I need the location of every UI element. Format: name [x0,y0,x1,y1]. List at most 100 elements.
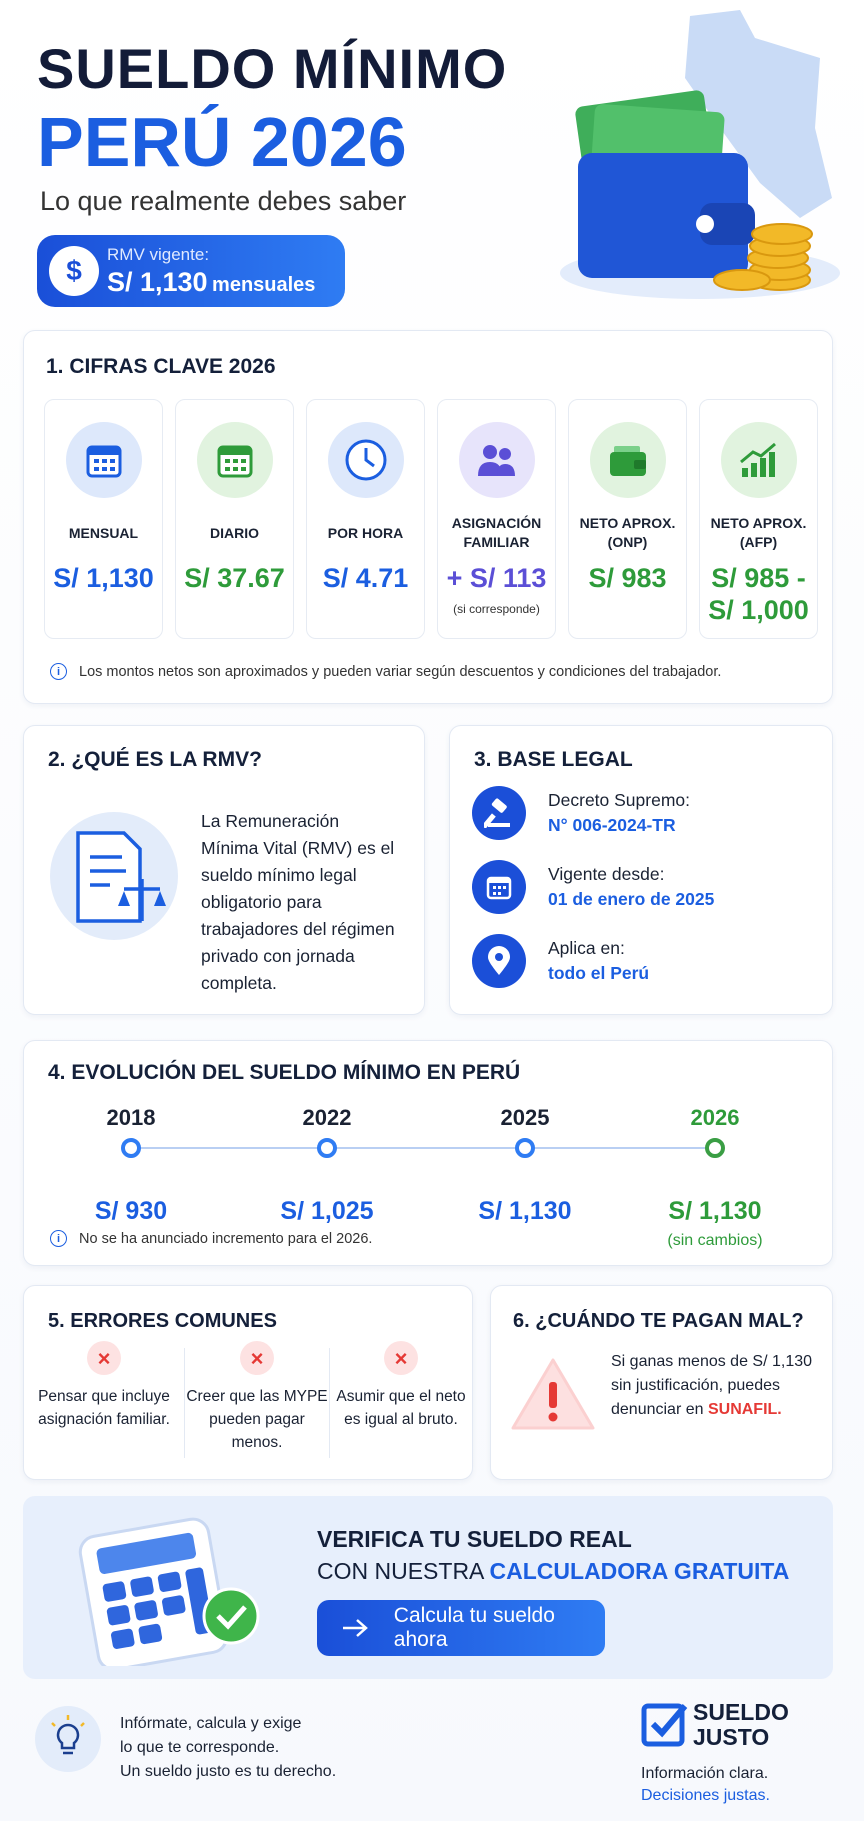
note-text: No se ha anunciado incremento para el 20… [79,1230,373,1247]
line: Información clara. [641,1765,769,1782]
section-title: 3. BASE LEGAL [474,748,633,771]
card-value: S/ 983 [588,563,667,593]
line: Un sueldo justo es tu derecho. [120,1763,337,1780]
line: Decisiones justas. [641,1787,770,1804]
card-label: NETO APROX. (AFP) [710,515,807,550]
year: 2018 [106,1105,156,1130]
rmv-badge: $ RMV vigente: S/ 1,130 mensuales [37,235,345,307]
figure-card: NETO APROX. (AFP) S/ 985 - S/ 1,000 [699,399,818,639]
card-row: MENSUAL S/ 1,130 DIARIO S/ 37.67 POR HORA S… [44,399,818,639]
footer-message: Infórmate, calcula y exige lo que te corr… [120,1712,336,1784]
bad-pay-section: 6. ¿CUÁNDO TE PAGAN MAL? Si ganas menos … [490,1285,833,1480]
calendar-icon [65,422,142,498]
calculate-button[interactable]: Calcula tu sueldo ahora [317,1600,605,1656]
badge-amount: S/ 1,130 mensuales [107,267,315,298]
arrow-icon [343,1619,368,1637]
title-line-1: SUELDO MÍNIMO [37,37,508,100]
card-value: + S/ 113 [446,563,547,593]
legal-text: Decreto Supremo: N° 006-2024-TR [548,788,690,838]
clock-icon [327,422,404,498]
net-note: i Los montos netos son aproximados y pued… [50,663,721,680]
document-icon [50,812,178,940]
x-icon: × [240,1341,274,1375]
what-is-section: 2. ¿QUÉ ES LA RMV? La Remuneración Mínim… [23,725,425,1015]
card-label: NETO APROX. (ONP) [579,515,676,550]
dollar-icon: $ [49,246,99,296]
timeline-point: 2022 S/ 1,025 [237,1105,417,1226]
card-label: ASIGNACIÓN FAMILIAR [451,515,542,550]
figure-card: NETO APROX. (ONP) S/ 983 [568,399,687,639]
legal-item: Aplica en: todo el Perú [472,934,649,988]
legal-value: todo el Perú [548,963,650,983]
legal-value: 01 de enero de 2025 [548,889,715,909]
section-title: 2. ¿QUÉ ES LA RMV? [48,748,262,771]
cta-prefix: CON NUESTRA [317,1558,484,1584]
cta-highlight: CALCULADORA GRATUITA [489,1558,790,1584]
year: 2026 [690,1105,740,1130]
amount-note: (sin cambios) [667,1232,763,1249]
calendar-icon [472,860,526,914]
badge-label: RMV vigente: [107,245,210,264]
badge-unit: mensuales [212,274,316,296]
errors-section: 5. ERRORES COMUNES × Pensar que incluye a… [23,1285,473,1480]
key-figures-section: 1. CIFRAS CLAVE 2026 MENSUAL S/ 1,130 DIA… [23,330,833,704]
cta-subtitle: CON NUESTRA CALCULADORA GRATUITA [317,1558,789,1585]
error-item: × Pensar que incluye asignación familiar. [33,1341,175,1431]
gavel-icon [472,786,526,840]
year: 2025 [500,1105,550,1130]
badge-value: S/ 1,130 [107,267,208,297]
error-item: × Asumir que el neto es igual al bruto. [330,1341,472,1431]
card-value: S/ 37.67 [184,563,285,593]
error-item: × Creer que las MYPE pueden pagar menos. [186,1341,328,1454]
card-note: (si corresponde) [453,602,540,616]
timeline-dots [121,1138,725,1158]
card-value: S/ 985 - S/ 1,000 [708,563,809,625]
rmv-definition: La Remuneración Mínima Vital (RMV) es el… [201,811,395,993]
amount: S/ 1,130 [478,1197,572,1225]
legal-label: Vigente desde: [548,864,665,884]
info-icon: i [50,1230,67,1247]
cta-title: VERIFICA TU SUELDO REAL [317,1526,632,1552]
legal-section: 3. BASE LEGAL Decreto Supremo: N° 006-202… [449,725,833,1015]
sunafil: SUNAFIL. [707,1401,782,1418]
year: 2022 [302,1105,352,1130]
title-line-2: PERÚ 2026 [37,103,407,181]
note-text: Los montos netos son aproximados y puede… [79,663,722,680]
x-icon: × [384,1341,418,1375]
bad-pay-text: Si ganas menos de S/ 1,130 sin justifica… [611,1350,821,1422]
legal-label: Aplica en: [548,938,625,958]
legal-value: N° 006-2024-TR [548,815,676,835]
brand-name: SUELDO JUSTO [693,1700,789,1750]
divider [329,1348,330,1458]
button-label: Calcula tu sueldo ahora [393,1604,555,1651]
calendar-icon [196,422,273,498]
line: lo que te corresponde. [120,1739,280,1756]
brand-check [641,1703,688,1747]
calculator-illustration [78,1517,260,1666]
figure-card: MENSUAL S/ 1,130 [44,399,163,639]
card-label: DIARIO [210,524,259,541]
error-text: Pensar que incluye asignación familiar. [38,1388,170,1428]
line: Infórmate, calcula y exige [120,1715,302,1732]
brand-tagline: Información clara. Decisiones justas. [641,1763,770,1807]
evolution-section: 4. EVOLUCIÓN DEL SUELDO MÍNIMO EN PERÚ 2… [23,1040,833,1266]
subtitle: Lo que realmente debes saber [40,186,407,216]
error-text: Creer que las MYPE pueden pagar menos. [186,1388,328,1451]
card-label: MENSUAL [68,524,139,541]
info-icon: i [50,663,67,680]
warning-icon [511,1358,595,1430]
amount: S/ 930 [94,1197,168,1225]
figure-card: ASIGNACIÓN FAMILIAR + S/ 113 (si correspon… [437,399,556,639]
legal-label: Decreto Supremo: [548,790,691,810]
text: Si ganas menos de S/ 1,130 sin justifica… [611,1353,813,1418]
line: SUELDO [693,1699,789,1725]
section-title: 1. CIFRAS CLAVE 2026 [46,355,276,378]
error-text: Asumir que el neto es igual al bruto. [336,1388,466,1428]
legal-item: Decreto Supremo: N° 006-2024-TR [472,786,690,840]
location-icon [472,934,526,988]
x-icon: × [87,1341,121,1375]
figure-card: DIARIO S/ 37.67 [175,399,294,639]
figure-card: POR HORA S/ 4.71 [306,399,425,639]
